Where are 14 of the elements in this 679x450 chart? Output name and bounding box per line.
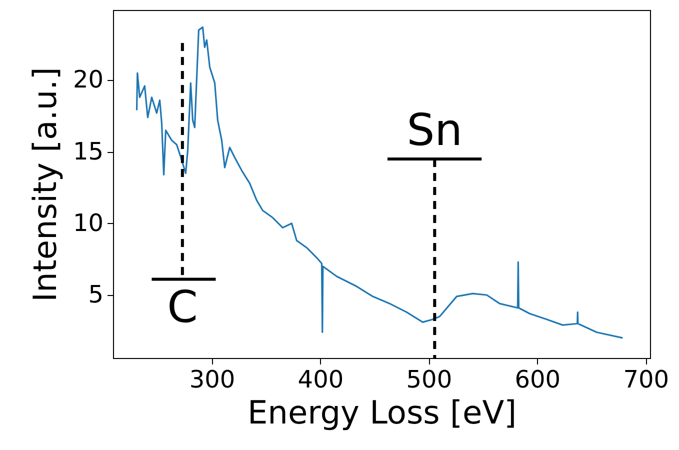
- x-tick-label: 300: [189, 366, 236, 394]
- line-series: [136, 26, 624, 339]
- y-tick-label: 5: [88, 280, 104, 308]
- x-axis-title: Energy Loss [eV]: [247, 394, 517, 432]
- x-tick-label: 600: [514, 366, 561, 394]
- y-axis-title: Intensity [a.u.]: [26, 67, 64, 302]
- y-tick-label: 10: [72, 208, 104, 237]
- y-tick-label: 20: [72, 66, 104, 94]
- y-tick-label: 15: [72, 137, 104, 166]
- x-tick-label: 500: [406, 366, 452, 394]
- x-tick-label: 400: [298, 366, 344, 394]
- x-tick-label: 700: [623, 366, 670, 394]
- annotation: C: [167, 282, 198, 334]
- annotation: Sn: [406, 104, 463, 156]
